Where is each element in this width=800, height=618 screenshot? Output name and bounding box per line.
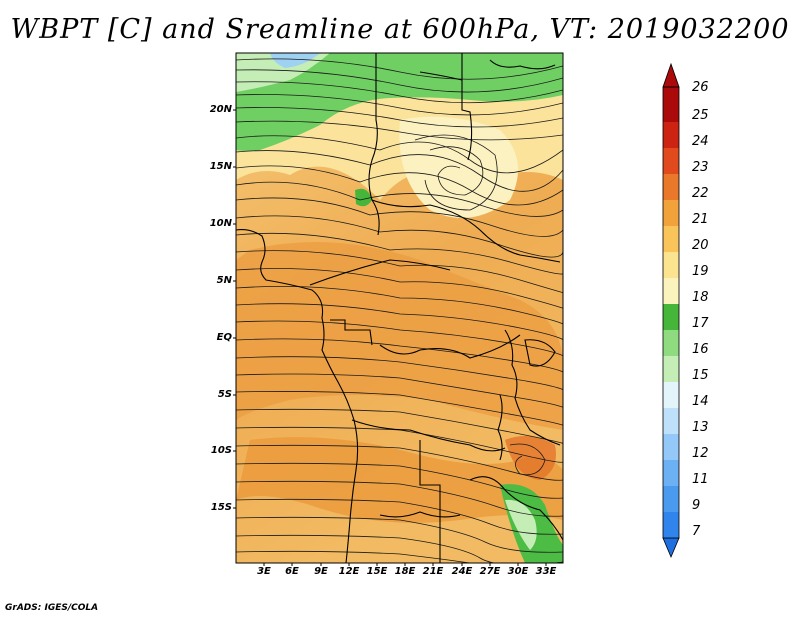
lon-label: 30E (507, 566, 529, 577)
colorbar-swatch (663, 304, 679, 330)
coastlines-borders (236, 53, 563, 563)
colorbar-swatch (663, 512, 679, 538)
colorbar-arrow-high (662, 62, 680, 88)
colorbar-label: 9 (692, 498, 701, 513)
lat-label: 10N (209, 218, 232, 229)
colorbar-swatch (663, 408, 679, 434)
colorbar-swatch (663, 382, 679, 408)
colorbar-swatch (663, 122, 679, 148)
orange-patch-lake (505, 436, 556, 480)
colorbar-label: 25 (692, 108, 709, 123)
lat-label: EQ (216, 332, 232, 343)
axis-ticks (233, 109, 547, 566)
lat-label: 5S (217, 389, 232, 400)
lon-label: 9E (314, 566, 328, 577)
colorbar-swatch (663, 356, 679, 382)
colorbar-frame (662, 86, 680, 539)
lon-label: 24E (451, 566, 473, 577)
colorbar-swatch (663, 174, 679, 200)
colorbar-arrow-low (662, 537, 680, 559)
lon-label: 21E (422, 566, 444, 577)
lat-label: 15N (209, 161, 232, 172)
colorbar (662, 62, 680, 559)
colorbar-swatch (663, 87, 679, 122)
colorbar-swatch (663, 330, 679, 356)
colorbar-label: 16 (692, 342, 709, 357)
colorbar-swatch (663, 148, 679, 174)
lon-label: 6E (285, 566, 299, 577)
colorbar-label: 17 (692, 316, 709, 331)
green-patch-lake-chad (355, 188, 372, 207)
green-band-north (236, 53, 563, 151)
colorbar-swatch (663, 252, 679, 278)
colorbar-swatch (663, 200, 679, 226)
colorbar-swatch (663, 226, 679, 252)
map-field (236, 53, 563, 563)
grads-credit: GrADS: IGES/COLA (5, 603, 99, 613)
colorbar-swatch (663, 278, 679, 304)
colorbar-label: 20 (692, 238, 709, 253)
colorbar-label: 12 (692, 446, 709, 461)
colorbar-label: 18 (692, 290, 709, 305)
light-green-southeast (505, 499, 537, 550)
colorbar-label: 23 (692, 160, 709, 175)
colorbar-label: 19 (692, 264, 709, 279)
colorbar-label: 22 (692, 186, 709, 201)
blue-patch-north (270, 53, 320, 68)
colorbar-label: 21 (692, 212, 709, 227)
colorbar-label: 7 (692, 524, 701, 539)
lat-label: 10S (210, 445, 232, 456)
colorbar-label: 14 (692, 394, 709, 409)
colorbar-label: 11 (692, 472, 709, 487)
chart-title: WBPT [C] and Sreamline at 600hPa, VT: 20… (10, 14, 790, 45)
colorbar-label: 24 (692, 134, 709, 149)
colorbar-label: 13 (692, 420, 709, 435)
lon-label: 3E (257, 566, 271, 577)
lon-label: 27E (479, 566, 501, 577)
streamlines (236, 58, 563, 563)
colorbar-label: 26 (692, 80, 709, 95)
colorbar-swatch (663, 460, 679, 486)
lat-label: 5N (216, 275, 232, 286)
map-frame (235, 52, 564, 564)
warm-band-equator (236, 242, 563, 430)
lon-label: 15E (366, 566, 388, 577)
lon-label: 33E (535, 566, 557, 577)
lon-label: 18E (394, 566, 416, 577)
colorbar-swatch (663, 434, 679, 460)
colorbar-label: 15 (692, 368, 709, 383)
light-green-north (236, 53, 330, 92)
lat-label: 15S (210, 502, 232, 513)
lon-label: 12E (338, 566, 360, 577)
lat-label: 20N (209, 104, 232, 115)
colorbar-swatch (663, 486, 679, 512)
